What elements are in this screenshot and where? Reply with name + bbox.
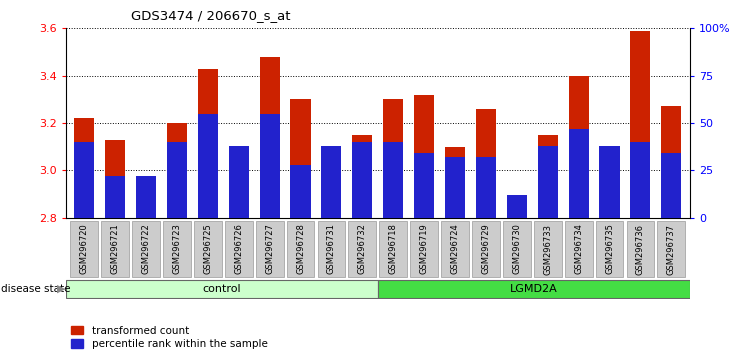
Bar — [631, 142, 650, 218]
FancyBboxPatch shape — [225, 221, 253, 277]
Bar — [569, 129, 588, 218]
FancyBboxPatch shape — [380, 221, 407, 277]
FancyBboxPatch shape — [318, 221, 345, 277]
Bar — [599, 147, 620, 218]
Legend: transformed count, percentile rank within the sample: transformed count, percentile rank withi… — [71, 326, 268, 349]
Text: GSM296732: GSM296732 — [358, 224, 367, 274]
Text: GSM296723: GSM296723 — [172, 224, 182, 274]
Bar — [569, 76, 588, 218]
Text: GSM296718: GSM296718 — [388, 224, 398, 274]
Text: GSM296728: GSM296728 — [296, 224, 305, 274]
Bar — [445, 147, 465, 218]
FancyBboxPatch shape — [534, 221, 561, 277]
Bar — [198, 114, 218, 218]
Bar — [291, 99, 310, 218]
Bar — [538, 146, 558, 218]
Text: GSM296719: GSM296719 — [420, 224, 429, 274]
Text: GSM296737: GSM296737 — [666, 224, 676, 275]
FancyBboxPatch shape — [287, 221, 315, 277]
Text: GDS3474 / 206670_s_at: GDS3474 / 206670_s_at — [131, 9, 291, 22]
Bar — [353, 142, 372, 218]
Bar — [228, 146, 249, 218]
Text: GSM296729: GSM296729 — [481, 224, 491, 274]
Text: GSM296727: GSM296727 — [265, 224, 274, 274]
Text: GSM296736: GSM296736 — [636, 224, 645, 275]
Bar — [445, 157, 465, 218]
Bar — [167, 123, 187, 218]
Bar — [74, 142, 94, 218]
Text: GSM296720: GSM296720 — [80, 224, 89, 274]
Bar — [136, 176, 156, 218]
FancyBboxPatch shape — [194, 221, 222, 277]
Text: control: control — [202, 284, 241, 294]
FancyBboxPatch shape — [565, 221, 593, 277]
Bar — [105, 139, 125, 218]
Bar — [74, 118, 94, 218]
FancyBboxPatch shape — [132, 221, 160, 277]
Text: GSM296724: GSM296724 — [450, 224, 459, 274]
Bar — [136, 187, 156, 218]
Text: GSM296730: GSM296730 — [512, 224, 521, 274]
Bar — [507, 195, 527, 218]
FancyBboxPatch shape — [163, 221, 191, 277]
Bar — [228, 154, 249, 218]
FancyBboxPatch shape — [503, 221, 531, 277]
Text: disease state: disease state — [1, 284, 71, 294]
FancyBboxPatch shape — [66, 280, 377, 298]
Bar — [260, 57, 280, 218]
Text: GSM296734: GSM296734 — [574, 224, 583, 274]
Text: ▶: ▶ — [57, 284, 66, 294]
FancyBboxPatch shape — [410, 221, 438, 277]
Bar — [383, 142, 403, 218]
FancyBboxPatch shape — [596, 221, 623, 277]
Bar — [661, 153, 681, 218]
FancyBboxPatch shape — [472, 221, 500, 277]
Bar — [507, 196, 527, 218]
Bar — [476, 109, 496, 218]
FancyBboxPatch shape — [255, 221, 283, 277]
Text: GSM296721: GSM296721 — [111, 224, 120, 274]
Text: GSM296735: GSM296735 — [605, 224, 614, 274]
FancyBboxPatch shape — [658, 221, 685, 277]
Bar — [198, 69, 218, 218]
FancyBboxPatch shape — [101, 221, 129, 277]
Bar — [538, 135, 558, 218]
Bar — [260, 114, 280, 218]
FancyBboxPatch shape — [626, 221, 654, 277]
Bar — [105, 176, 125, 218]
Bar — [167, 142, 187, 218]
Bar — [476, 157, 496, 218]
FancyBboxPatch shape — [377, 280, 690, 298]
Bar — [321, 147, 342, 218]
FancyBboxPatch shape — [441, 221, 469, 277]
Text: GSM296726: GSM296726 — [234, 224, 243, 274]
Bar — [414, 153, 434, 218]
Bar — [661, 107, 681, 218]
Bar — [599, 146, 620, 218]
Text: GSM296725: GSM296725 — [204, 224, 212, 274]
Bar — [383, 99, 403, 218]
FancyBboxPatch shape — [348, 221, 376, 277]
Text: GSM296722: GSM296722 — [142, 224, 150, 274]
Text: LGMD2A: LGMD2A — [510, 284, 558, 294]
Text: GSM296731: GSM296731 — [327, 224, 336, 274]
Text: GSM296733: GSM296733 — [543, 224, 552, 275]
FancyBboxPatch shape — [70, 221, 98, 277]
Bar — [353, 135, 372, 218]
Bar — [321, 146, 342, 218]
Bar — [414, 95, 434, 218]
Bar — [291, 165, 310, 218]
Bar — [631, 31, 650, 218]
